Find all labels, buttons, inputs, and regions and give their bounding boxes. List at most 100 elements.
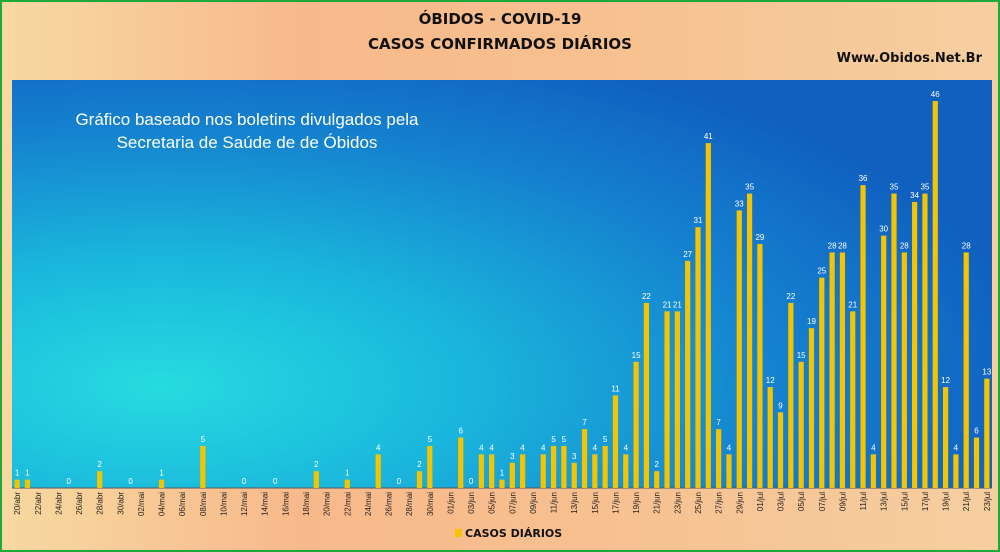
- x-tick-label: 20/abr: [13, 492, 22, 515]
- x-tick-label: 16/mai: [281, 492, 290, 516]
- data-label: 1: [15, 469, 20, 478]
- x-tick-label: 22/mai: [343, 492, 352, 516]
- x-tick-label: 02/mai: [137, 492, 146, 516]
- bar: [458, 437, 464, 488]
- bar: [200, 445, 206, 488]
- x-tick-label: 30/mai: [426, 492, 435, 516]
- data-label: 21: [848, 300, 857, 309]
- data-label: 5: [428, 435, 433, 444]
- x-tick-label: 24/abr: [54, 492, 63, 515]
- bar: [798, 361, 804, 488]
- data-label: 4: [954, 443, 959, 452]
- x-tick-label: 17/jul: [921, 492, 930, 511]
- x-tick-label: 13/jun: [570, 492, 579, 514]
- bar: [654, 471, 660, 488]
- x-tick-label: 20/mai: [323, 492, 332, 516]
- bar: [984, 378, 990, 488]
- bar: [705, 143, 711, 489]
- data-label: 46: [931, 90, 940, 99]
- data-label: 11: [611, 384, 620, 393]
- data-label: 30: [879, 225, 888, 234]
- x-tick-label: 12/mai: [240, 492, 249, 516]
- bar: [912, 201, 918, 489]
- annotation: Gráfico baseado nos boletins divulgados …: [75, 110, 419, 129]
- data-label: 35: [890, 183, 899, 192]
- bar: [14, 479, 20, 488]
- bar: [891, 193, 897, 488]
- data-label: 28: [900, 241, 909, 250]
- bar: [881, 235, 887, 488]
- bar: [509, 462, 515, 488]
- data-label: 31: [694, 216, 703, 225]
- x-tick-label: 01/jun: [446, 492, 455, 514]
- data-label: 5: [201, 435, 206, 444]
- bar: [829, 252, 835, 488]
- data-label: 5: [562, 435, 567, 444]
- data-label: 4: [489, 443, 494, 452]
- x-tick-label: 11/jul: [859, 492, 868, 511]
- data-label: 28: [828, 241, 837, 250]
- x-tick-label: 26/mai: [385, 492, 394, 516]
- data-label: 0: [242, 477, 247, 486]
- data-label: 22: [786, 292, 795, 301]
- data-label: 19: [807, 317, 816, 326]
- data-label: 12: [766, 376, 775, 385]
- x-tick-label: 24/mai: [364, 492, 373, 516]
- bar: [736, 210, 742, 488]
- x-tick-label: 27/jun: [715, 492, 724, 514]
- bar: [942, 387, 949, 488]
- x-tick-label: 07/jun: [508, 492, 517, 514]
- bar: [839, 252, 846, 488]
- bar: [901, 252, 907, 488]
- x-tick-label: 19/jul: [942, 492, 951, 511]
- x-tick-label: 28/mai: [405, 492, 414, 516]
- data-label: 21: [663, 300, 672, 309]
- bar: [427, 445, 433, 488]
- bar: [633, 361, 639, 488]
- data-label: 35: [920, 183, 929, 192]
- x-tick-label: 09/jul: [838, 492, 847, 511]
- bar: [478, 454, 484, 488]
- bar: [550, 445, 557, 488]
- data-label: 4: [541, 443, 546, 452]
- x-tick-label: 17/jun: [611, 492, 620, 514]
- data-label: 1: [345, 469, 350, 478]
- data-label: 1: [159, 469, 164, 478]
- data-label: 0: [273, 477, 278, 486]
- x-tick-label: 07/jul: [818, 492, 827, 511]
- x-tick-label: 11/jun: [550, 492, 559, 513]
- data-label: 1: [25, 469, 30, 478]
- bar: [344, 479, 350, 488]
- bar: [788, 302, 794, 488]
- legend-label: CASOS DIÁRIOS: [465, 527, 562, 540]
- data-label: 22: [642, 292, 651, 301]
- bar: [612, 395, 619, 488]
- data-label: 6: [974, 427, 979, 436]
- bar: [870, 454, 876, 488]
- chart-subtitle: CASOS CONFIRMADOS DIÁRIOS: [368, 34, 632, 53]
- bar: [932, 101, 938, 488]
- bar: [973, 437, 980, 488]
- data-label: 2: [97, 460, 102, 469]
- data-label: 33: [735, 199, 744, 208]
- bar: [808, 328, 815, 488]
- bar: [602, 445, 608, 488]
- bar: [24, 479, 31, 488]
- x-tick-label: 21/jun: [653, 492, 662, 514]
- x-tick-label: 26/abr: [75, 492, 84, 515]
- plot-area: [12, 80, 992, 488]
- x-tick-label: 14/mai: [261, 492, 270, 516]
- data-label: 15: [797, 351, 806, 360]
- x-tick-label: 15/jun: [591, 492, 600, 514]
- data-label: 4: [624, 443, 629, 452]
- chart-title: ÓBIDOS - COVID-19: [419, 9, 582, 28]
- bar: [746, 193, 753, 488]
- data-label: 41: [704, 132, 713, 141]
- data-label: 29: [755, 233, 764, 242]
- bar: [97, 471, 103, 488]
- data-label: 2: [314, 460, 319, 469]
- data-label: 5: [551, 435, 556, 444]
- data-label: 2: [655, 460, 660, 469]
- legend-swatch: [455, 529, 462, 537]
